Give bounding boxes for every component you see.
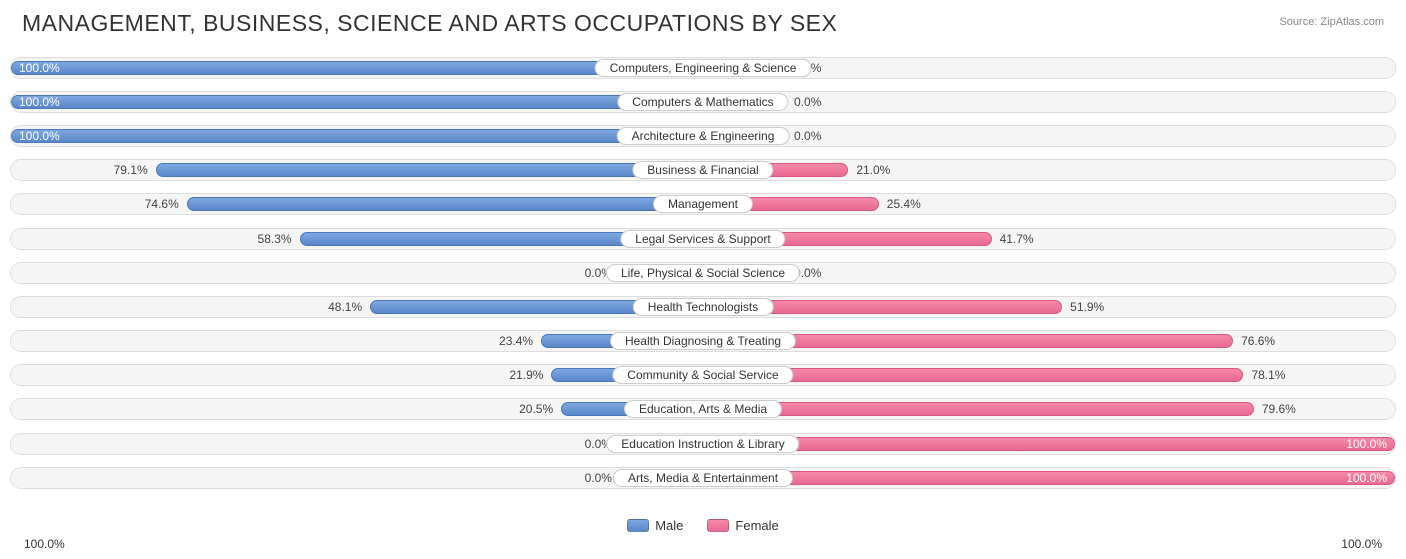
axis-right: 100.0% [1341,537,1382,551]
swatch-male [627,519,649,532]
male-pct-label: 48.1% [328,300,362,314]
male-pct-label: 74.6% [145,197,179,211]
male-pct-label: 58.3% [258,232,292,246]
male-pct-label: 100.0% [19,95,60,109]
bar-track: 48.1% 51.9% Health Technologists [10,296,1396,318]
male-bar [156,163,703,177]
category-label: Education, Arts & Media [624,400,782,418]
chart-row: 0.0% 100.0% Arts, Media & Entertainment [10,461,1396,494]
legend-male-label: Male [655,518,683,533]
legend-female-label: Female [735,518,778,533]
male-pct-label: 21.9% [509,368,543,382]
female-pct-label: 25.4% [887,197,921,211]
bar-track: 0.0%100.0%Education Instruction & Librar… [10,433,1396,455]
chart-row: 100.0%0.0%Computers, Engineering & Scien… [10,51,1396,84]
category-label: Legal Services & Support [620,230,785,248]
male-bar [11,129,703,143]
chart-row: 74.6% 25.4% Management [10,188,1396,221]
bar-track: 23.4% 76.6% Health Diagnosing & Treating [10,330,1396,352]
chart-row: 58.3% 41.7% Legal Services & Support [10,222,1396,255]
female-pct-label: 79.6% [1262,402,1296,416]
male-pct-label: 20.5% [519,402,553,416]
chart-title: MANAGEMENT, BUSINESS, SCIENCE AND ARTS O… [22,10,837,37]
male-pct-label: 0.0% [585,471,612,485]
bar-track: 74.6% 25.4% Management [10,193,1396,215]
female-pct-label: 76.6% [1241,334,1275,348]
male-pct-label: 79.1% [114,163,148,177]
male-bar [187,197,703,211]
category-label: Health Diagnosing & Treating [610,332,796,350]
chart-row: 100.0% 0.0% Computers & Mathematics [10,85,1396,118]
category-label: Computers & Mathematics [617,93,788,111]
bar-track: 21.9% 78.1% Community & Social Service [10,364,1396,386]
chart-header: MANAGEMENT, BUSINESS, SCIENCE AND ARTS O… [0,0,1406,51]
legend: Male Female [10,518,1396,533]
chart-row: 79.1% 21.0% Business & Financial [10,154,1396,187]
chart-row: 0.0%0.0%Life, Physical & Social Science [10,256,1396,289]
female-bar [703,471,1395,485]
chart-row: 23.4% 76.6% Health Diagnosing & Treating [10,325,1396,358]
female-pct-label: 100.0% [1346,437,1387,451]
female-pct-label: 51.9% [1070,300,1104,314]
female-bar [703,437,1395,451]
chart-body: 100.0% 0.0% Computers, Engineering & Scien… [0,51,1406,494]
female-pct-label: 21.0% [856,163,890,177]
female-bar [703,402,1254,416]
chart-row: 0.0%100.0%Education Instruction & Librar… [10,427,1396,460]
bar-track: 58.3% 41.7% Legal Services & Support [10,228,1396,250]
female-pct-label: 41.7% [1000,232,1034,246]
bar-track: 79.1% 21.0% Business & Financial [10,159,1396,181]
category-label: Arts, Media & Entertainment [613,469,793,487]
female-pct-label: 0.0% [794,129,821,143]
bar-track: 20.5% 79.6% Education, Arts & Media [10,398,1396,420]
category-label: Education Instruction & Library [606,435,799,453]
legend-female: Female [707,518,778,533]
axis-labels: 100.0% 100.0% [10,533,1396,551]
category-label: Life, Physical & Social Science [606,264,800,282]
male-bar [11,95,703,109]
chart-row: 100.0% 0.0% Architecture & Engineering [10,119,1396,152]
bar-track: 0.0% 100.0% Arts, Media & Entertainment [10,467,1396,489]
axis-left: 100.0% [24,537,65,551]
male-pct-label: 100.0% [19,129,60,143]
female-pct-label: 100.0% [1346,471,1387,485]
chart-row: 21.9% 78.1% Community & Social Service [10,359,1396,392]
chart-source: Source: ZipAtlas.com [1279,16,1384,28]
category-label: Community & Social Service [612,366,793,384]
bar-track: 100.0% 0.0% Architecture & Engineering [10,125,1396,147]
bar-track: 100.0% 0.0% Computers & Mathematics [10,91,1396,113]
male-pct-label: 23.4% [499,334,533,348]
category-label: Management [653,195,753,213]
category-label: Health Technologists [633,298,774,316]
category-label: Business & Financial [632,161,773,179]
category-label: Architecture & Engineering [617,127,790,145]
female-pct-label: 0.0% [794,95,821,109]
category-label: Computers, Engineering & Science [595,59,812,77]
legend-male: Male [627,518,683,533]
chart-row: 20.5% 79.6% Education, Arts & Media [10,393,1396,426]
chart-footer: Male Female 100.0% 100.0% [10,514,1396,551]
bar-track: 0.0%0.0%Life, Physical & Social Science [10,262,1396,284]
chart-row: 48.1% 51.9% Health Technologists [10,290,1396,323]
female-pct-label: 78.1% [1251,368,1285,382]
bar-track: 100.0%0.0%Computers, Engineering & Scien… [10,57,1396,79]
male-pct-label: 100.0% [19,61,60,75]
swatch-female [707,519,729,532]
